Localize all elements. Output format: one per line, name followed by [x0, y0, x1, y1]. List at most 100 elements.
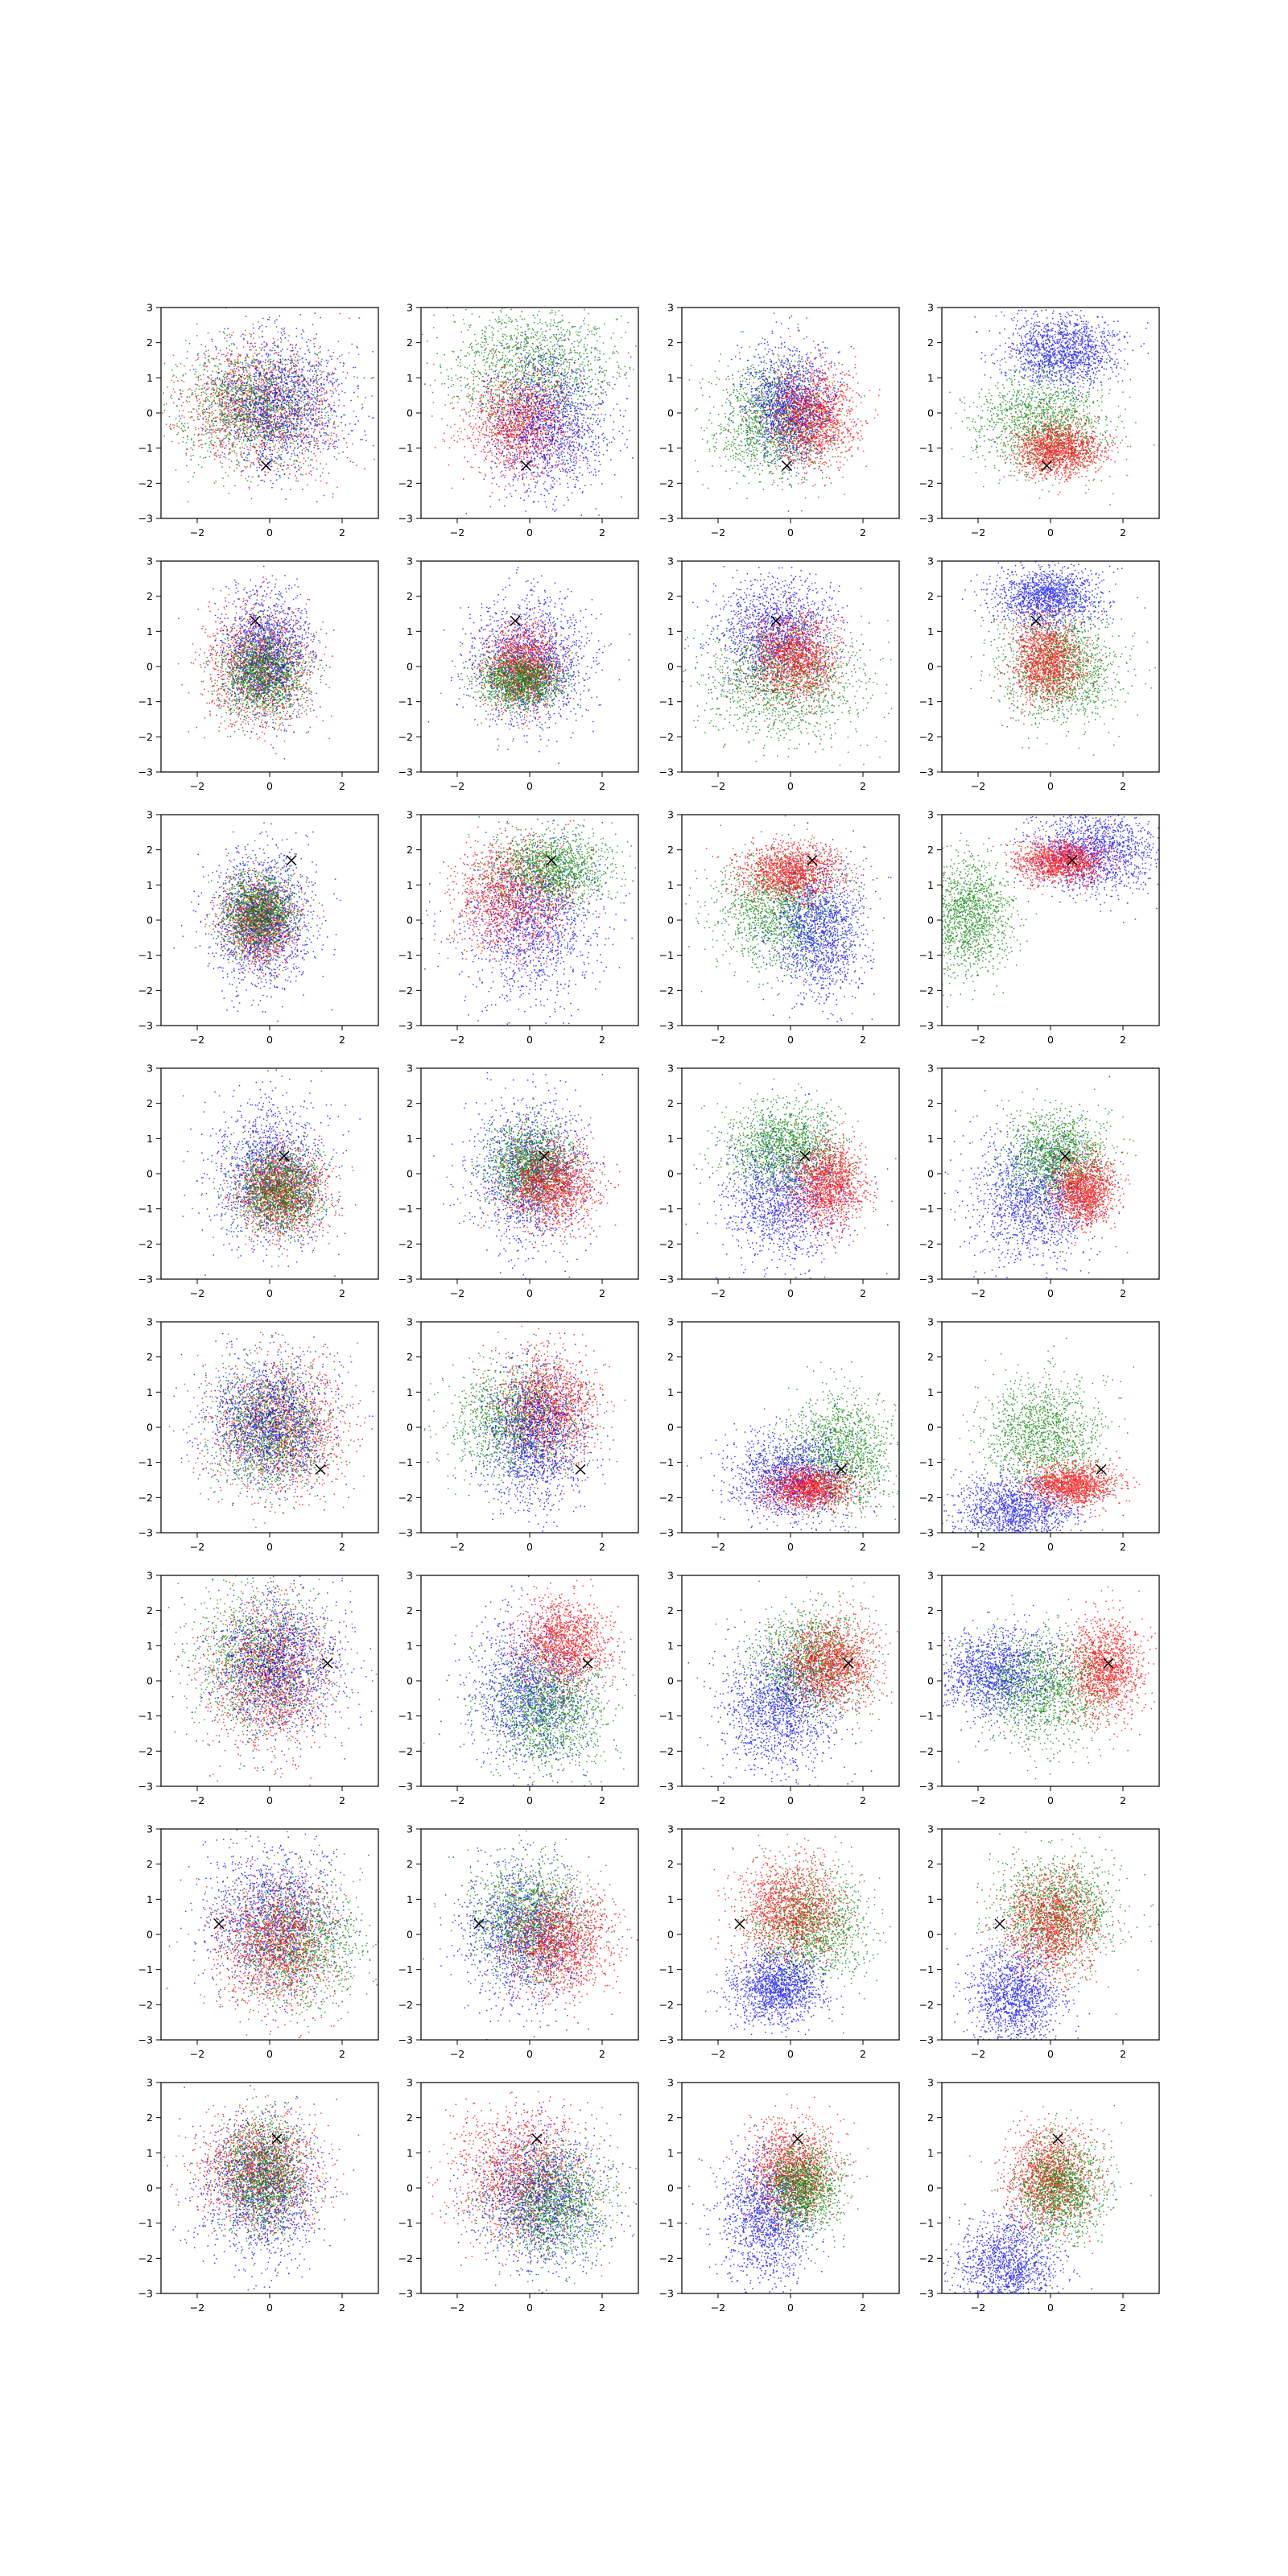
y-tick-label: −2: [659, 2252, 674, 2264]
y-tick-label: 0: [147, 1929, 153, 1941]
y-tick-label: 3: [927, 555, 934, 568]
y-tick-label: 1: [407, 1893, 413, 1905]
y-tick-label: −1: [398, 1710, 413, 1722]
y-tick-label: 1: [147, 1893, 153, 1905]
y-tick-label: 0: [667, 1929, 674, 1941]
y-tick-label: −3: [398, 1527, 413, 1539]
x-tick-label: 0: [787, 2301, 794, 2314]
series-blue: [920, 1076, 1121, 1327]
y-tick-label: −1: [138, 1710, 153, 1722]
axes-frame: [421, 1575, 638, 1786]
y-tick-label: −2: [398, 1238, 413, 1250]
y-tick-label: 2: [927, 1097, 934, 1109]
y-tick-label: −3: [138, 1020, 153, 1032]
x-tick-label: 0: [526, 2301, 533, 2314]
y-tick-label: −2: [659, 985, 674, 997]
x-tick-label: 0: [787, 1541, 794, 1553]
y-tick-label: 3: [407, 1063, 413, 1075]
x-tick-label: 2: [599, 1541, 605, 1553]
x-tick-label: 2: [1120, 1287, 1126, 1299]
y-tick-label: −3: [659, 2034, 674, 2046]
x-tick-label: 0: [1047, 1034, 1054, 1046]
y-tick-label: −3: [919, 2034, 934, 2046]
series-blue: [687, 1406, 886, 1542]
y-tick-label: 2: [407, 1858, 413, 1870]
x-tick-label: −2: [971, 1287, 985, 1299]
y-tick-label: −1: [138, 1456, 153, 1468]
y-tick-label: 3: [667, 2077, 674, 2089]
x-tick-label: −2: [190, 1541, 204, 1553]
y-tick-label: −3: [138, 1781, 153, 1793]
x-tick-label: 2: [599, 2048, 605, 2060]
y-tick-label: −2: [659, 477, 674, 489]
series-blue: [428, 541, 631, 764]
series-blue: [155, 1332, 374, 1510]
y-tick-label: −1: [138, 696, 153, 708]
y-tick-label: −1: [659, 1203, 674, 1215]
x-tick-label: 0: [526, 1541, 533, 1553]
scatter-points-red: [178, 1560, 373, 1817]
x-marker: [735, 1919, 745, 1929]
x-tick-label: 2: [339, 780, 345, 792]
y-tick-label: −2: [138, 1745, 153, 1757]
x-tick-label: −2: [711, 2301, 725, 2314]
axes-frame: [942, 815, 1159, 1026]
series-blue: [728, 298, 861, 512]
y-tick-label: 0: [667, 2182, 674, 2194]
x-tick-label: −2: [450, 2301, 464, 2314]
series-blue: [178, 539, 334, 760]
y-tick-label: −2: [138, 1238, 153, 1250]
series-blue: [436, 1319, 614, 1567]
series-red: [188, 1831, 357, 2038]
plot-area: [411, 780, 652, 1047]
x-marker: [316, 1464, 325, 1474]
y-tick-label: 0: [927, 661, 934, 673]
series-red: [200, 854, 324, 986]
series-blue: [679, 1088, 888, 1298]
y-tick-label: 1: [927, 1386, 934, 1398]
y-tick-label: −3: [398, 513, 413, 525]
x-marker: [1031, 616, 1041, 625]
y-tick-label: −1: [138, 949, 153, 961]
x-tick-label: −2: [450, 1794, 464, 1806]
scatter-points-blue: [428, 541, 631, 764]
scatter-points-blue: [679, 1621, 872, 1817]
x-tick-label: −2: [190, 1794, 204, 1806]
y-tick-label: 0: [927, 914, 934, 927]
y-tick-label: 3: [147, 1823, 153, 1835]
x-tick-label: −2: [971, 1794, 985, 1806]
x-tick-label: 2: [339, 2301, 345, 2314]
y-tick-label: 2: [927, 844, 934, 856]
y-tick-label: 3: [147, 809, 153, 821]
y-tick-label: 0: [147, 1422, 153, 1434]
series-green: [976, 1821, 1158, 2001]
plot-area: [423, 1809, 650, 2042]
y-tick-label: 2: [147, 1604, 153, 1616]
y-tick-label: 1: [927, 2147, 934, 2159]
plot-area: [962, 550, 1161, 756]
y-tick-label: −3: [919, 1274, 934, 1286]
y-tick-label: 1: [147, 2147, 153, 2159]
y-tick-label: −2: [659, 1745, 674, 1757]
series-red: [1047, 1587, 1162, 1757]
scatter-points-blue: [155, 1332, 374, 1510]
y-tick-label: −2: [919, 1492, 934, 1504]
scatter-points-green: [396, 253, 664, 485]
y-tick-label: −3: [919, 1527, 934, 1539]
x-tick-label: −2: [971, 2301, 985, 2314]
y-tick-label: 0: [407, 914, 413, 927]
y-tick-label: 0: [147, 1675, 153, 1687]
series-blue: [679, 1621, 872, 1817]
y-tick-label: −3: [659, 1781, 674, 1793]
axes-frame: [682, 1575, 899, 1786]
scatter-points-green: [434, 1823, 614, 2026]
x-tick-label: 2: [599, 1034, 605, 1046]
y-tick-label: 1: [667, 1133, 674, 1145]
x-tick-label: 2: [1120, 526, 1126, 539]
scatter-points-green: [169, 1333, 361, 1513]
x-tick-label: 2: [860, 1794, 866, 1806]
y-tick-label: 3: [407, 1823, 413, 1835]
